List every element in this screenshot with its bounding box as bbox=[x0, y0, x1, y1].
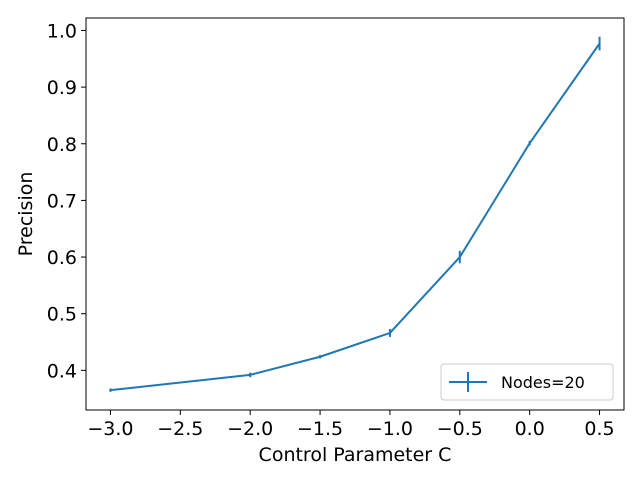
y-tick-label: 0.9 bbox=[47, 77, 77, 99]
y-tick-label: 0.8 bbox=[47, 134, 77, 156]
y-axis-ticks: 0.4 0.5 0.6 0.7 0.8 0.9 1.0 bbox=[47, 20, 86, 382]
y-tick-label: 0.7 bbox=[47, 190, 77, 212]
x-tick-label: −1.5 bbox=[297, 418, 343, 440]
x-tick-label: −3.0 bbox=[87, 418, 133, 440]
y-tick-label: 0.4 bbox=[47, 360, 77, 382]
x-axis-label: Control Parameter C bbox=[259, 444, 452, 466]
legend: Nodes=20 bbox=[440, 363, 614, 401]
legend-box bbox=[440, 363, 614, 401]
x-tick-label: 0.0 bbox=[515, 418, 545, 440]
x-tick-label: −1.0 bbox=[367, 418, 413, 440]
axes-spines bbox=[85, 17, 625, 411]
x-tick-label: −0.5 bbox=[437, 418, 483, 440]
x-tick-label: −2.5 bbox=[157, 418, 203, 440]
y-axis-label: Precision bbox=[15, 172, 37, 257]
x-tick-label: 0.5 bbox=[584, 418, 614, 440]
series-layer bbox=[109, 36, 601, 392]
y-tick-label: 0.6 bbox=[47, 247, 77, 269]
x-axis-ticks: −3.0 −2.5 −2.0 −1.5 −1.0 −0.5 0.0 0.5 bbox=[87, 410, 615, 440]
x-tick-label: −2.0 bbox=[227, 418, 273, 440]
legend-label: Nodes=20 bbox=[501, 373, 585, 392]
axes-frame bbox=[85, 17, 625, 411]
y-tick-label: 0.5 bbox=[47, 304, 77, 326]
y-tick-label: 1.0 bbox=[47, 20, 77, 42]
